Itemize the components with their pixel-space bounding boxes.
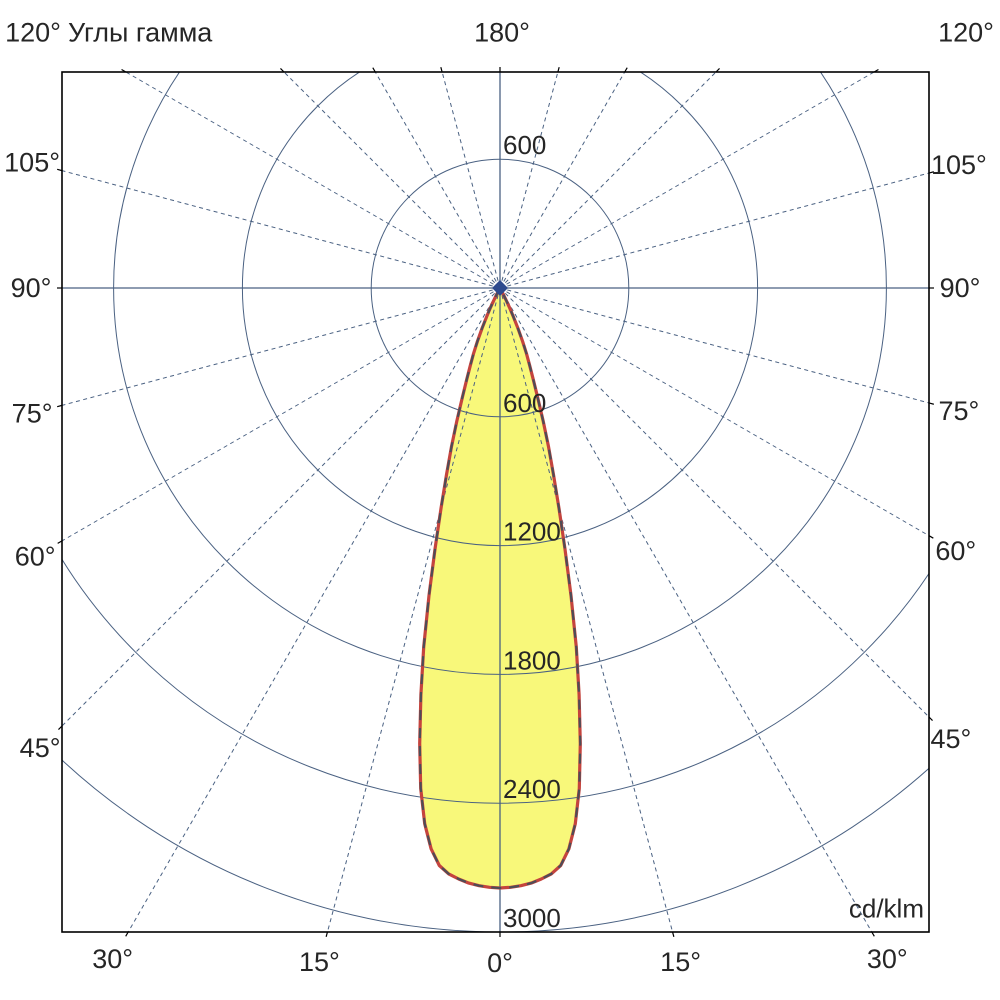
top-left-angle-label: 120°: [5, 17, 61, 48]
ring-label: 1800: [503, 645, 561, 675]
spoke-line: [62, 287, 501, 542]
spoke-tick: [325, 931, 329, 937]
spoke-line: [499, 287, 929, 404]
center-marker: [492, 280, 508, 296]
gamma-bottom-label: 0°: [487, 948, 513, 978]
frame-ticks: [57, 67, 934, 937]
spoke-tick: [928, 716, 933, 721]
gamma-side-label: 45°: [20, 733, 61, 763]
chart-title: Углы гамма: [68, 17, 213, 48]
spoke-tick: [57, 540, 63, 544]
gamma-bottom-label: 30°: [92, 944, 133, 974]
spoke-tick: [440, 67, 443, 73]
angle-labels: 105° 105° 90° 90° 75° 75° 60° 60° 45° 45° 30° 15° 0°…: [4, 148, 987, 978]
spoke-tick: [57, 168, 63, 172]
ring-label: 3000: [503, 903, 561, 933]
spoke-tick: [928, 402, 934, 405]
spoke-tick: [671, 931, 675, 937]
gamma-side-label: 75°: [938, 396, 979, 426]
spoke-tick: [58, 725, 63, 730]
gamma-side-label: 60°: [15, 541, 56, 571]
gamma-bottom-label: 30°: [867, 944, 908, 974]
gamma-side-label: 105°: [931, 150, 987, 180]
top-center-angle-label: 180°: [474, 17, 530, 48]
spoke-tick: [57, 404, 63, 408]
spoke-tick: [557, 67, 560, 73]
spoke-line: [499, 287, 929, 537]
gamma-side-label: 90°: [11, 273, 52, 303]
unit-label: cd/klm: [848, 893, 924, 924]
spoke-tick: [372, 67, 376, 73]
beam-outline-c90-c270: [418, 286, 582, 890]
spoke-tick: [928, 535, 934, 539]
ring-label: 1200: [503, 517, 561, 547]
spoke-line: [499, 72, 876, 289]
spoke-tick: [873, 68, 879, 73]
top-right-angle-label: 120°: [938, 17, 994, 48]
spoke-line: [62, 287, 501, 406]
spoke-tick: [121, 68, 127, 73]
ring-label: 600: [503, 388, 546, 418]
gamma-side-label: 45°: [930, 724, 971, 754]
gamma-bottom-label: 15°: [660, 947, 701, 977]
ring-label: 2400: [503, 774, 561, 804]
gamma-side-label: 105°: [4, 148, 60, 178]
spoke-tick: [715, 68, 720, 73]
gamma-side-label: 90°: [940, 273, 981, 303]
gamma-bottom-label: 15°: [299, 947, 340, 977]
spoke-tick: [280, 68, 285, 73]
spoke-line: [441, 72, 501, 289]
spoke-line: [499, 72, 559, 289]
ring-label: 600: [503, 130, 546, 160]
spoke-tick: [125, 931, 129, 937]
spoke-tick: [624, 67, 628, 73]
plot-frame: [61, 71, 930, 933]
gamma-side-label: 60°: [935, 536, 976, 566]
ring-labels: 600 1200 1800 2400 3000 600: [503, 130, 561, 933]
spoke-tick: [928, 171, 934, 174]
gamma-side-label: 75°: [12, 398, 53, 428]
spoke-tick: [871, 931, 875, 937]
